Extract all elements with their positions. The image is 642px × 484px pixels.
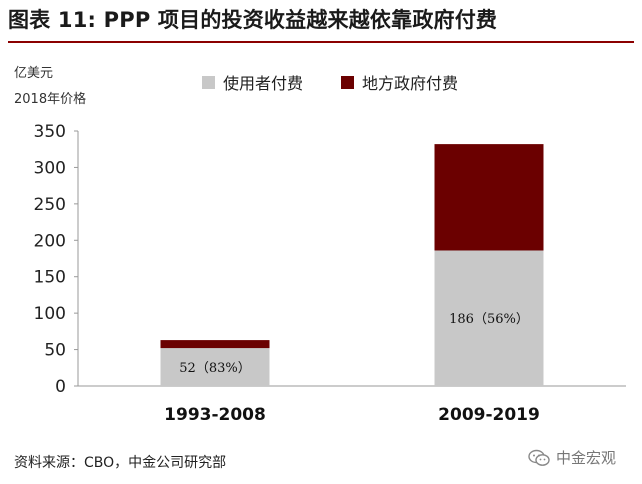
y-tick-label: 350 — [34, 122, 66, 142]
title-divider — [8, 41, 634, 43]
bar-government-payment — [434, 144, 544, 251]
chart-title: 图表 11: PPP 项目的投资收益越来越依靠政府付费 — [8, 8, 498, 32]
bar-user-fee — [160, 348, 270, 386]
y-tick-label: 0 — [55, 377, 66, 397]
legend-item-government-payment: 地方政府付费 — [341, 70, 458, 94]
y-tick-label: 150 — [34, 268, 66, 288]
bar-data-label: 186（56%） — [449, 312, 529, 327]
wechat-icon — [528, 449, 550, 466]
legend-item-user-fee: 使用者付费 — [202, 70, 303, 94]
legend-swatch-government-payment — [341, 75, 354, 89]
source-note: 资料来源：CBO，中金公司研究部 — [14, 455, 227, 471]
legend-label-user-fee: 使用者付费 — [223, 74, 304, 93]
watermark: 中金宏观 — [528, 447, 616, 468]
y-tick-label: 300 — [34, 158, 66, 178]
legend-label-government-payment: 地方政府付费 — [362, 74, 459, 93]
bar-data-label: 52（83%） — [179, 361, 250, 376]
legend-swatch-user-fee — [202, 75, 215, 89]
x-tick-label: 2009-2019 — [438, 405, 540, 425]
y-tick-label: 50 — [44, 341, 66, 361]
y-unit-label: 亿美元 — [14, 66, 54, 81]
y-tick-label: 250 — [34, 195, 66, 215]
y-unit-note: 2018年价格 — [14, 92, 87, 107]
bar-user-fee — [434, 250, 544, 386]
y-tick-label: 200 — [34, 231, 66, 251]
watermark-text: 中金宏观 — [556, 449, 617, 467]
bar-government-payment — [160, 340, 270, 349]
y-tick-label: 100 — [34, 304, 66, 324]
x-tick-label: 1993-2008 — [164, 405, 266, 425]
